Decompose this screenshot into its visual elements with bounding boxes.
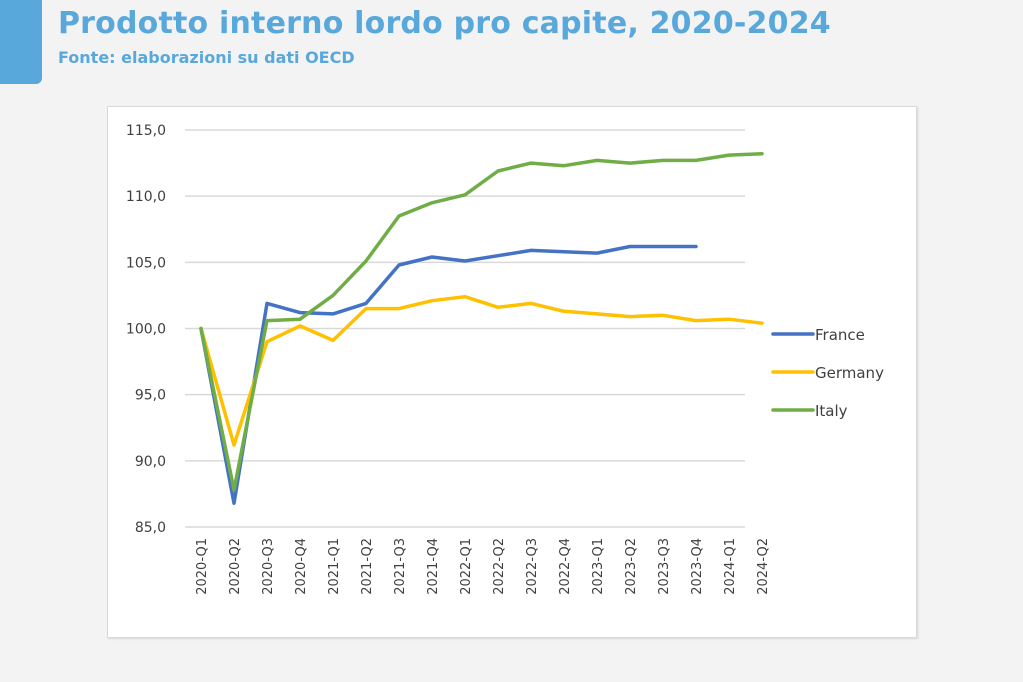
x-tick-label: 2022-Q4: [558, 538, 573, 595]
y-tick-label: 95,0: [135, 388, 166, 404]
x-tick-label: 2023-Q1: [591, 538, 606, 595]
x-tick-label: 2024-Q2: [756, 538, 771, 595]
header-accent-bar: [0, 0, 42, 84]
x-tick-label: 2021-Q2: [360, 538, 375, 595]
y-tick-label: 90,0: [135, 454, 166, 470]
y-tick-label: 105,0: [126, 255, 166, 271]
y-tick-label: 115,0: [126, 123, 166, 139]
x-tick-label: 2024-Q1: [723, 538, 738, 595]
x-tick-label: 2020-Q1: [195, 538, 210, 595]
legend-label-germany: Germany: [815, 364, 884, 382]
series-line-italy: [199, 152, 764, 492]
legend-label-france: France: [815, 326, 865, 344]
x-tick-label: 2023-Q3: [657, 538, 672, 595]
y-tick-label: 85,0: [135, 520, 166, 536]
x-tick-label: 2021-Q3: [393, 538, 408, 595]
x-tick-label: 2022-Q2: [492, 538, 507, 595]
x-tick-label: 2020-Q4: [294, 538, 309, 595]
x-tick-label: 2020-Q3: [261, 538, 276, 595]
x-tick-label: 2023-Q4: [690, 538, 705, 595]
x-tick-label: 2022-Q3: [525, 538, 540, 595]
legend-label-italy: Italy: [815, 402, 848, 420]
x-tick-label: 2022-Q1: [459, 538, 474, 595]
x-tick-label: 2021-Q1: [327, 538, 342, 595]
y-tick-label: 100,0: [126, 322, 166, 338]
y-tick-label: 110,0: [126, 189, 166, 205]
x-tick-label: 2020-Q2: [228, 538, 243, 595]
chart-source: Fonte: elaborazioni su dati OECD: [58, 48, 355, 67]
x-tick-label: 2021-Q4: [426, 538, 441, 595]
series-line-germany: [199, 294, 764, 447]
series-line-france: [199, 244, 698, 505]
x-tick-label: 2023-Q2: [624, 538, 639, 595]
chart-title: Prodotto interno lordo pro capite, 2020-…: [58, 6, 831, 41]
